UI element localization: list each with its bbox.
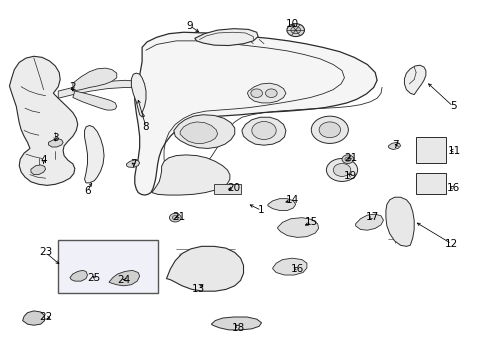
Polygon shape — [211, 317, 261, 330]
Text: 24: 24 — [117, 275, 130, 285]
Polygon shape — [70, 270, 87, 281]
Polygon shape — [272, 258, 306, 275]
Bar — [58, 240, 158, 293]
Bar — [214, 184, 241, 194]
Text: 16: 16 — [446, 183, 459, 193]
Text: 22: 22 — [39, 312, 52, 322]
Polygon shape — [73, 91, 117, 110]
Polygon shape — [242, 117, 285, 145]
Circle shape — [172, 216, 178, 220]
Polygon shape — [135, 32, 376, 195]
Circle shape — [290, 27, 300, 34]
Circle shape — [341, 155, 353, 163]
Circle shape — [326, 158, 357, 181]
Polygon shape — [404, 65, 425, 95]
Text: 21: 21 — [172, 212, 185, 221]
Text: 21: 21 — [344, 153, 357, 163]
Circle shape — [250, 89, 262, 98]
Circle shape — [319, 122, 340, 138]
Text: 18: 18 — [231, 323, 245, 333]
Polygon shape — [387, 142, 400, 149]
Text: 1: 1 — [258, 206, 264, 216]
Text: 7: 7 — [391, 140, 398, 150]
Text: 19: 19 — [344, 171, 357, 181]
Polygon shape — [194, 29, 258, 45]
Polygon shape — [9, 56, 78, 185]
Text: 25: 25 — [87, 273, 101, 283]
Polygon shape — [267, 199, 295, 211]
Polygon shape — [152, 155, 229, 195]
Polygon shape — [180, 122, 217, 143]
Text: 15: 15 — [305, 217, 318, 227]
Text: 5: 5 — [449, 102, 456, 112]
Polygon shape — [31, 165, 45, 175]
Text: 14: 14 — [285, 195, 298, 205]
Bar — [415, 173, 446, 194]
Text: 3: 3 — [52, 133, 59, 143]
Polygon shape — [109, 270, 140, 286]
Text: 23: 23 — [39, 247, 52, 257]
Circle shape — [169, 213, 181, 222]
Text: 7: 7 — [130, 159, 136, 169]
Text: 12: 12 — [444, 239, 457, 249]
Text: 8: 8 — [142, 122, 149, 132]
Polygon shape — [166, 246, 243, 291]
Circle shape — [332, 163, 350, 176]
Polygon shape — [58, 80, 140, 98]
Text: 9: 9 — [186, 21, 193, 31]
Text: 10: 10 — [285, 19, 298, 29]
Polygon shape — [247, 83, 285, 103]
Text: 6: 6 — [84, 186, 91, 197]
Circle shape — [344, 157, 350, 161]
Text: 16: 16 — [290, 264, 303, 274]
Polygon shape — [131, 73, 146, 117]
Text: 17: 17 — [365, 212, 378, 221]
Circle shape — [265, 89, 277, 98]
Text: 2: 2 — [69, 82, 76, 93]
Circle shape — [311, 116, 347, 143]
Polygon shape — [22, 311, 44, 325]
Polygon shape — [277, 218, 318, 237]
Polygon shape — [73, 68, 117, 91]
Polygon shape — [385, 197, 413, 246]
Polygon shape — [355, 214, 383, 230]
Circle shape — [251, 122, 276, 139]
Polygon shape — [126, 160, 140, 167]
Polygon shape — [173, 115, 234, 148]
Polygon shape — [48, 139, 63, 147]
Text: 20: 20 — [227, 183, 240, 193]
Circle shape — [286, 24, 304, 37]
Bar — [415, 137, 446, 163]
Text: 13: 13 — [191, 284, 204, 294]
Text: 4: 4 — [40, 155, 47, 165]
Polygon shape — [84, 126, 104, 183]
Text: 11: 11 — [447, 145, 460, 156]
